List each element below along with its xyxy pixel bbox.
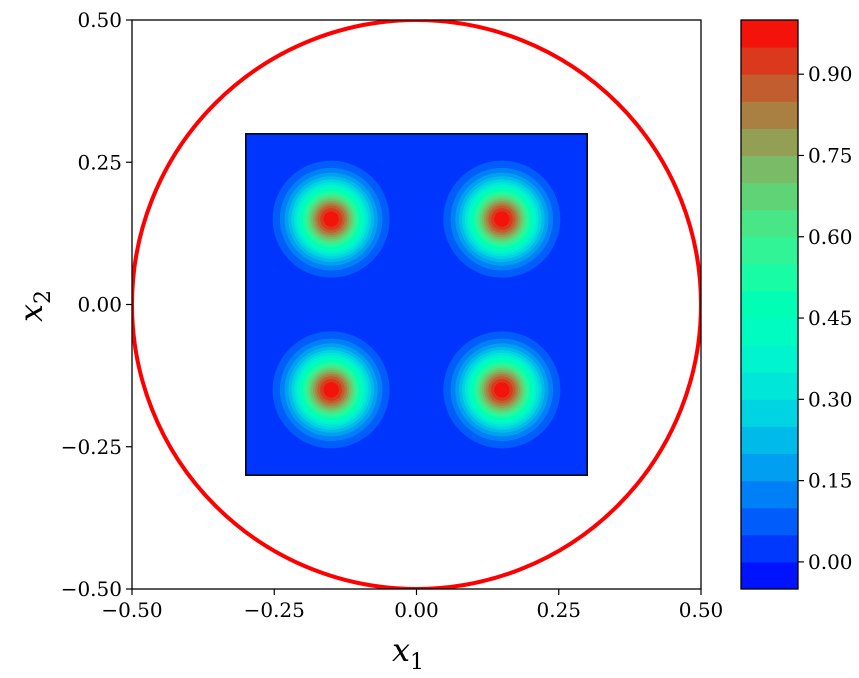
colorbar-band [741, 426, 798, 455]
peak-3 [272, 331, 390, 449]
colorbar-band [741, 480, 798, 509]
colorbar-band [741, 155, 798, 184]
x-tick-label: −0.25 [244, 598, 305, 622]
colorbar-band [741, 20, 798, 48]
colorbar-band [741, 209, 798, 238]
y-tick-label: −0.50 [61, 577, 122, 601]
peak-4 [443, 331, 561, 449]
colorbar-frame [740, 19, 799, 590]
contour-field [272, 160, 561, 449]
contour-band [323, 382, 339, 398]
colorbar-band [741, 318, 798, 346]
colorbar-band [741, 47, 798, 75]
colorbar-band [741, 561, 798, 590]
y-tick-label: 0.00 [77, 293, 122, 317]
y-tick-label: −0.25 [61, 435, 122, 459]
colorbar-bands [741, 20, 798, 590]
x-axis-label: x1 [392, 631, 424, 675]
colorbar-band [741, 534, 798, 563]
x-tick-label: 0.50 [679, 598, 724, 622]
colorbar-band [741, 290, 798, 319]
contour-square-border [245, 133, 588, 476]
y-axis-label: x2 [12, 290, 56, 322]
colorbar-ticks: 0.00 0.15 0.30 0.45 0.60 0.75 0.90 [798, 62, 853, 574]
colorbar-band [741, 372, 798, 400]
y-tick-label: 0.50 [77, 8, 122, 32]
plot-area [131, 19, 702, 590]
colorbar-tick-label: 0.75 [808, 143, 853, 167]
colorbar-tick-label: 0.90 [808, 62, 853, 86]
colorbar-band [741, 453, 798, 482]
colorbar-tick-label: 0.30 [808, 387, 853, 411]
colorbar-band [741, 345, 798, 373]
colorbar-band [741, 507, 798, 536]
colorbar-band [741, 399, 798, 427]
colorbar-tick-label: 0.60 [808, 225, 853, 249]
colorbar-band [741, 128, 798, 156]
peak-2 [443, 160, 561, 278]
colorbar-tick-label: 0.00 [808, 550, 853, 574]
colorbar-tick-label: 0.45 [808, 306, 853, 330]
contour-band [494, 382, 510, 398]
contour-band [494, 211, 510, 227]
colorbar: 0.00 0.15 0.30 0.45 0.60 0.75 0.90 [740, 19, 853, 590]
colorbar-band [741, 182, 798, 211]
x-axis-ticks: −0.50 −0.25 0.00 0.25 0.50 [101, 589, 723, 622]
contour-band [323, 211, 339, 227]
colorbar-band [741, 101, 798, 129]
y-axis-ticks: −0.50 −0.25 0.00 0.25 0.50 [61, 8, 132, 601]
x-tick-label: 0.00 [394, 598, 439, 622]
colorbar-band [741, 263, 798, 292]
y-tick-label: 0.25 [77, 150, 122, 174]
x-tick-label: −0.50 [101, 598, 162, 622]
colorbar-band [741, 236, 798, 265]
colorbar-tick-label: 0.15 [808, 469, 853, 493]
peak-1 [272, 160, 390, 278]
x-tick-label: 0.25 [536, 598, 581, 622]
colorbar-band [741, 74, 798, 102]
